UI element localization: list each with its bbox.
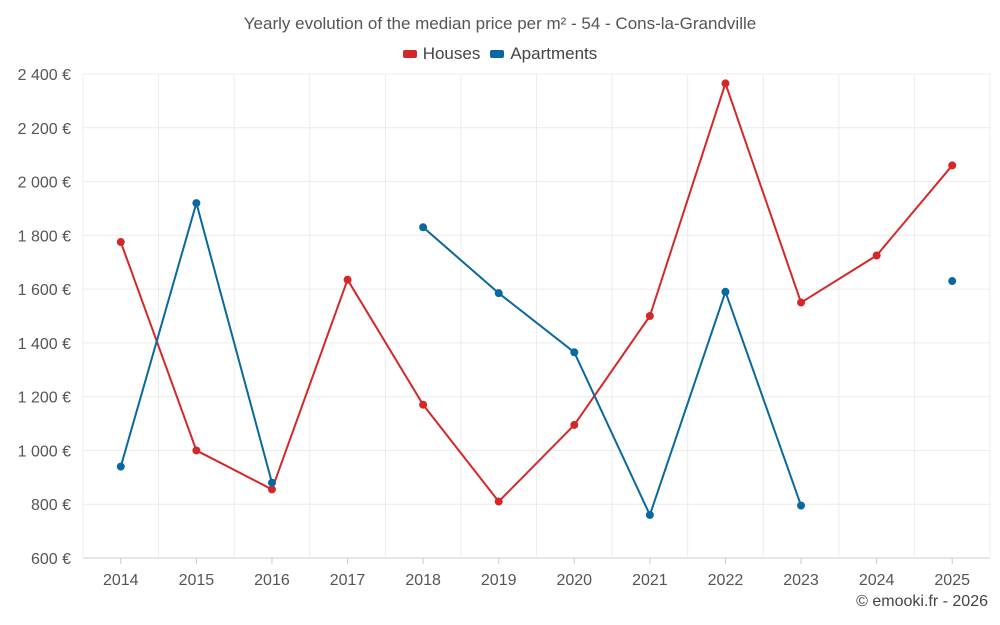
x-tick-label: 2021 [632, 572, 668, 589]
y-tick-label: 2 400 € [18, 67, 71, 84]
legend-item-apartments[interactable]: Apartments [490, 44, 597, 64]
data-point-apartments [948, 277, 957, 286]
x-tick-label: 2018 [405, 572, 441, 589]
x-tick-label: 2022 [708, 572, 744, 589]
x-tick-label: 2019 [481, 572, 517, 589]
series-line-houses [119, 82, 953, 503]
y-tick-label: 1 000 € [18, 443, 71, 460]
data-point-apartments [645, 510, 654, 519]
data-point-houses [343, 275, 352, 284]
x-tick-label: 2020 [556, 572, 592, 589]
data-point-apartments [494, 289, 503, 298]
data-point-apartments [116, 462, 125, 471]
data-point-houses [267, 485, 276, 494]
data-point-houses [494, 497, 503, 506]
y-tick-label: 1 600 € [18, 282, 71, 299]
legend-label-houses: Houses [422, 44, 481, 63]
chart-title: Yearly evolution of the median price per… [243, 14, 757, 33]
y-tick-label: 600 € [31, 551, 71, 568]
data-point-apartments [797, 501, 806, 510]
x-tick-label: 2015 [179, 572, 215, 589]
y-tick-label: 1 400 € [18, 336, 71, 353]
chart-legend: Houses Apartments [0, 44, 1000, 64]
data-point-apartments [419, 223, 428, 232]
data-point-apartments [721, 287, 730, 296]
legend-swatch-apartments [490, 50, 505, 58]
y-tick-label: 2 200 € [18, 121, 71, 138]
data-point-apartments [192, 199, 201, 208]
x-tick-label: 2017 [330, 572, 366, 589]
y-tick-label: 800 € [31, 497, 71, 514]
x-tick-label: 2023 [783, 572, 819, 589]
x-tick-label: 2025 [934, 572, 970, 589]
data-point-houses [645, 312, 654, 320]
credit-text: © emooki.fr - 2026 [856, 593, 988, 610]
y-tick-label: 1 200 € [18, 390, 71, 407]
data-point-houses [419, 400, 428, 409]
legend-label-apartments: Apartments [510, 44, 598, 63]
x-tick-label: 2016 [254, 572, 290, 589]
data-point-apartments [267, 478, 276, 487]
legend-swatch-houses [402, 50, 417, 58]
data-point-houses [192, 446, 201, 455]
series-line-apartments [422, 226, 802, 516]
data-point-apartments [570, 348, 579, 357]
legend-item-houses[interactable]: Houses [402, 44, 481, 64]
data-point-houses [797, 298, 806, 307]
x-tick-label: 2024 [859, 572, 895, 589]
data-point-houses [872, 251, 881, 260]
data-point-houses [721, 79, 730, 88]
data-point-houses [570, 420, 579, 429]
y-tick-label: 2 000 € [18, 175, 71, 192]
data-point-houses [116, 238, 125, 247]
y-tick-label: 1 800 € [18, 228, 71, 245]
x-tick-label: 2014 [103, 572, 139, 589]
data-point-houses [948, 161, 957, 170]
